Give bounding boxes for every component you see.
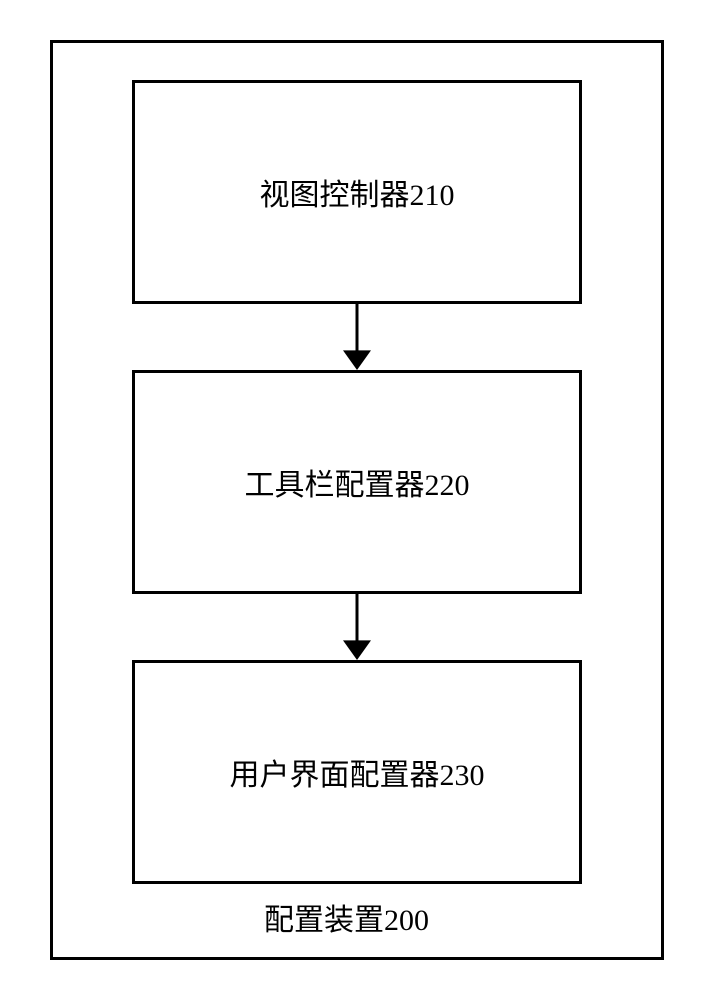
node-230-label: 用户界面配置器230	[230, 750, 485, 794]
node-230: 用户界面配置器230	[132, 660, 582, 884]
arrow-210-to-220	[343, 304, 371, 370]
outer-caption: 配置装置200	[264, 895, 429, 939]
node-210-label: 视图控制器210	[260, 170, 455, 214]
node-220-label: 工具栏配置器220	[245, 460, 470, 504]
arrow-220-to-230	[343, 594, 371, 660]
node-220: 工具栏配置器220	[132, 370, 582, 594]
node-210: 视图控制器210	[132, 80, 582, 304]
